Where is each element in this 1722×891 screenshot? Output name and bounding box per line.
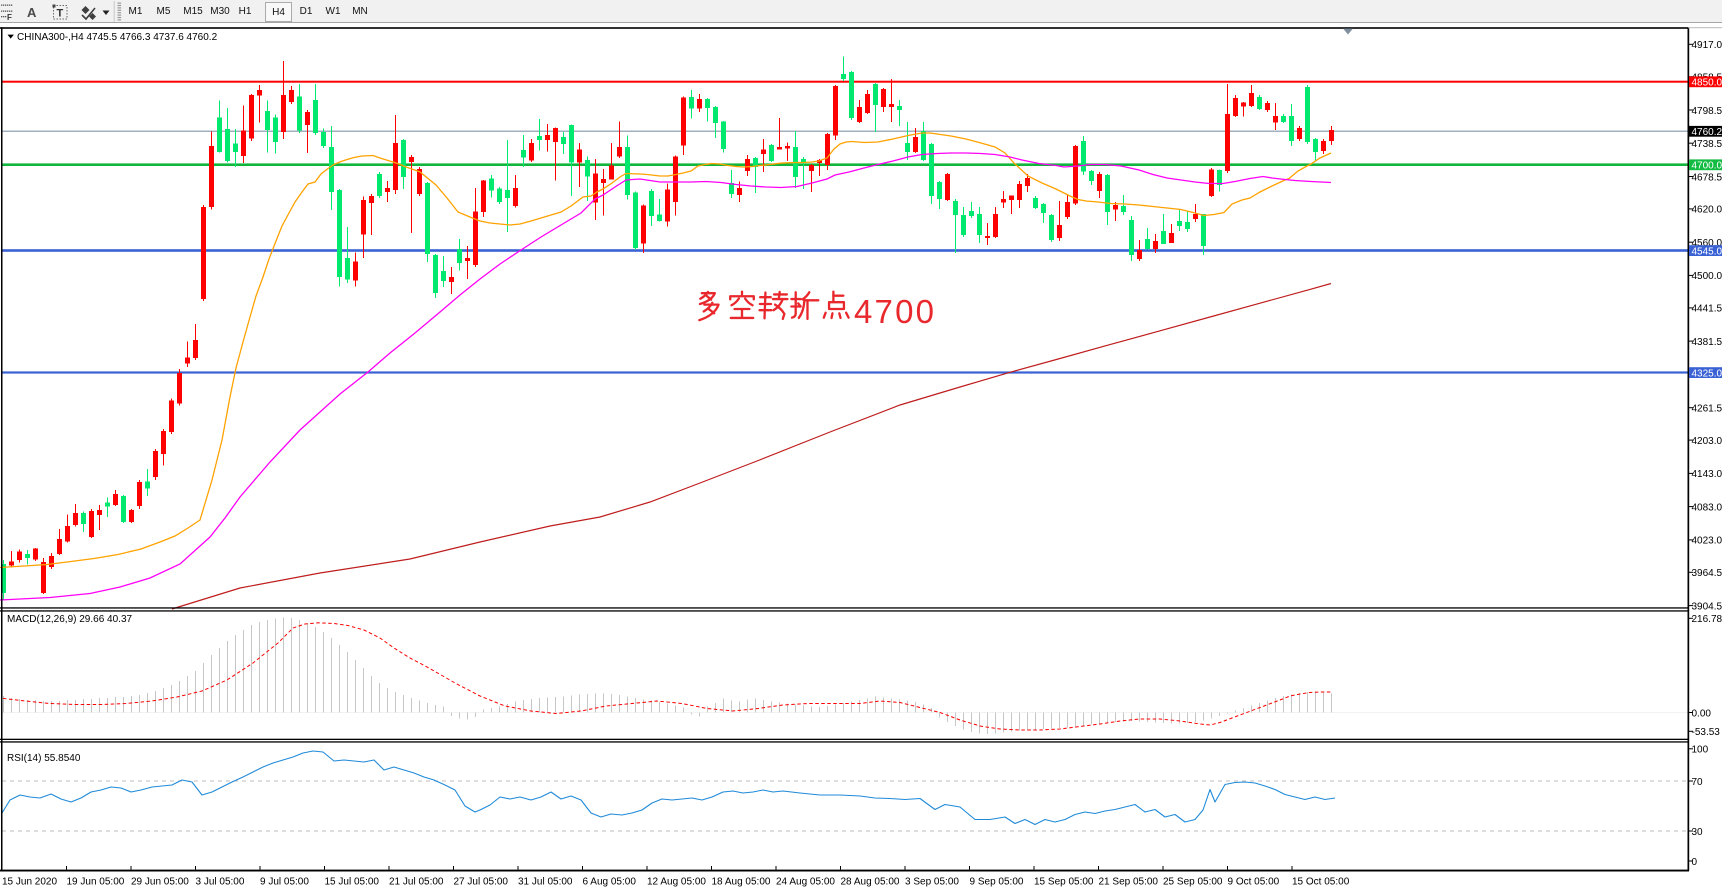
svg-text:-53.53: -53.53: [1692, 727, 1721, 738]
svg-text:21 Sep 05:00: 21 Sep 05:00: [1099, 877, 1159, 888]
svg-text:RSI(14) 55.8540: RSI(14) 55.8540: [7, 753, 81, 764]
svg-text:4083.0: 4083.0: [1692, 502, 1722, 513]
svg-text:4023.0: 4023.0: [1692, 536, 1722, 547]
svg-text:4760.2: 4760.2: [1692, 127, 1722, 138]
svg-text:T: T: [57, 8, 64, 20]
svg-text:3904.5: 3904.5: [1692, 601, 1722, 612]
svg-text:4325.0: 4325.0: [1692, 368, 1722, 379]
svg-text:30: 30: [1692, 827, 1704, 838]
svg-text:15 Jul 05:00: 15 Jul 05:00: [325, 877, 380, 888]
svg-text:CHINA300-,H4 4745.5 4766.3 47: CHINA300-,H4 4745.5 4766.3 4737.6 4760.2: [17, 32, 218, 43]
svg-text:15 Jun 2020: 15 Jun 2020: [2, 877, 57, 888]
svg-text:9 Jul 05:00: 9 Jul 05:00: [260, 877, 309, 888]
svg-text:4917.0: 4917.0: [1692, 40, 1722, 51]
svg-text:4500.0: 4500.0: [1692, 271, 1722, 282]
svg-text:24 Aug 05:00: 24 Aug 05:00: [776, 877, 835, 888]
svg-text:MACD(12,26,9) 29.66 40.37: MACD(12,26,9) 29.66 40.37: [7, 614, 133, 625]
svg-text:4143.0: 4143.0: [1692, 469, 1722, 480]
svg-text:4560.0: 4560.0: [1692, 238, 1722, 249]
svg-text:21 Jul 05:00: 21 Jul 05:00: [389, 877, 444, 888]
svg-text:70: 70: [1692, 777, 1704, 788]
svg-text:15 Oct 05:00: 15 Oct 05:00: [1292, 877, 1350, 888]
svg-text:29 Jun 05:00: 29 Jun 05:00: [131, 877, 189, 888]
svg-text:31 Jul 05:00: 31 Jul 05:00: [518, 877, 573, 888]
svg-text:4678.5: 4678.5: [1692, 172, 1722, 183]
svg-text:4203.0: 4203.0: [1692, 436, 1722, 447]
svg-text:9 Oct 05:00: 9 Oct 05:00: [1228, 877, 1280, 888]
svg-text:6 Aug 05:00: 6 Aug 05:00: [583, 877, 637, 888]
svg-text:A: A: [27, 5, 37, 20]
svg-text:3 Sep 05:00: 3 Sep 05:00: [905, 877, 959, 888]
svg-text:4261.5: 4261.5: [1692, 404, 1722, 415]
svg-text:3 Jul 05:00: 3 Jul 05:00: [196, 877, 245, 888]
svg-text:15 Sep 05:00: 15 Sep 05:00: [1034, 877, 1094, 888]
svg-text:27 Jul 05:00: 27 Jul 05:00: [454, 877, 509, 888]
svg-text:18 Aug 05:00: 18 Aug 05:00: [712, 877, 771, 888]
svg-text:4381.5: 4381.5: [1692, 337, 1722, 348]
svg-text:4700.0: 4700.0: [1692, 161, 1722, 172]
svg-text:0.00: 0.00: [1692, 708, 1712, 719]
svg-text:9 Sep 05:00: 9 Sep 05:00: [970, 877, 1024, 888]
svg-text:19 Jun 05:00: 19 Jun 05:00: [67, 877, 125, 888]
svg-text:216.78: 216.78: [1692, 614, 1722, 625]
svg-text:100: 100: [1692, 745, 1709, 756]
svg-text:4798.5: 4798.5: [1692, 106, 1722, 117]
svg-text:0: 0: [1692, 857, 1698, 868]
svg-text:4700: 4700: [854, 293, 936, 330]
svg-text:28 Aug 05:00: 28 Aug 05:00: [841, 877, 900, 888]
svg-text:12 Aug 05:00: 12 Aug 05:00: [647, 877, 706, 888]
svg-text:4620.0: 4620.0: [1692, 205, 1722, 216]
svg-text:3964.5: 3964.5: [1692, 568, 1722, 579]
svg-text:4545.0: 4545.0: [1692, 246, 1722, 257]
svg-text:4738.5: 4738.5: [1692, 139, 1722, 150]
svg-text:4441.5: 4441.5: [1692, 304, 1722, 315]
svg-text:25 Sep 05:00: 25 Sep 05:00: [1163, 877, 1223, 888]
svg-text:F: F: [7, 13, 12, 22]
svg-text:4850.0: 4850.0: [1692, 78, 1722, 89]
